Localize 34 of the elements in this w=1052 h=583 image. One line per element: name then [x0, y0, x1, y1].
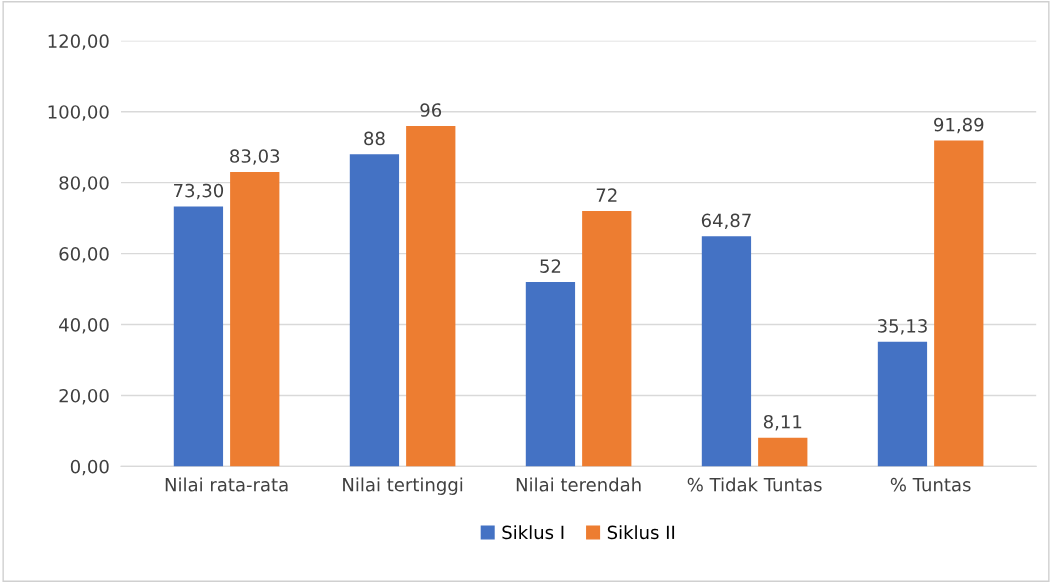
- y-tick-label: 80,00: [59, 176, 109, 192]
- x-tick-label: % Tidak Tuntas: [687, 477, 822, 492]
- bar: [877, 341, 928, 467]
- x-tick-label: Nilai rata-rata: [165, 477, 288, 492]
- data-label: 88: [364, 131, 385, 146]
- data-label: 73,30: [174, 183, 224, 200]
- bar: [701, 236, 752, 467]
- data-label: 64,87: [701, 213, 751, 230]
- y-tick-label: 120,00: [48, 34, 109, 50]
- y-tick-label: 60,00: [59, 247, 109, 263]
- y-tick-label: 100,00: [48, 105, 109, 121]
- legend-label: Siklus I: [502, 525, 564, 540]
- data-label: 8,11: [763, 414, 802, 431]
- data-label: 83,03: [230, 149, 280, 165]
- bar: [934, 140, 984, 467]
- x-tick-label: Nilai terendah: [516, 477, 641, 492]
- data-label: 91,89: [934, 117, 984, 134]
- bar: [173, 206, 224, 467]
- x-tick-label: Nilai tertinggi: [343, 477, 463, 495]
- bar: [406, 125, 456, 467]
- y-tick-label: 40,00: [59, 318, 109, 334]
- bar: [349, 154, 400, 467]
- bar: [758, 437, 808, 467]
- bar: [230, 171, 280, 467]
- data-label: 96: [420, 103, 442, 117]
- bar: [525, 281, 576, 467]
- data-label: 52: [540, 259, 561, 273]
- x-tick-label: % Tuntas: [890, 477, 971, 492]
- y-tick-label: 0,00: [70, 459, 109, 476]
- legend-label: Siklus II: [607, 525, 675, 540]
- bar: [582, 211, 632, 467]
- data-label: 72: [596, 188, 617, 202]
- data-label: 35,13: [877, 319, 927, 335]
- y-tick-label: 20,00: [59, 388, 109, 405]
